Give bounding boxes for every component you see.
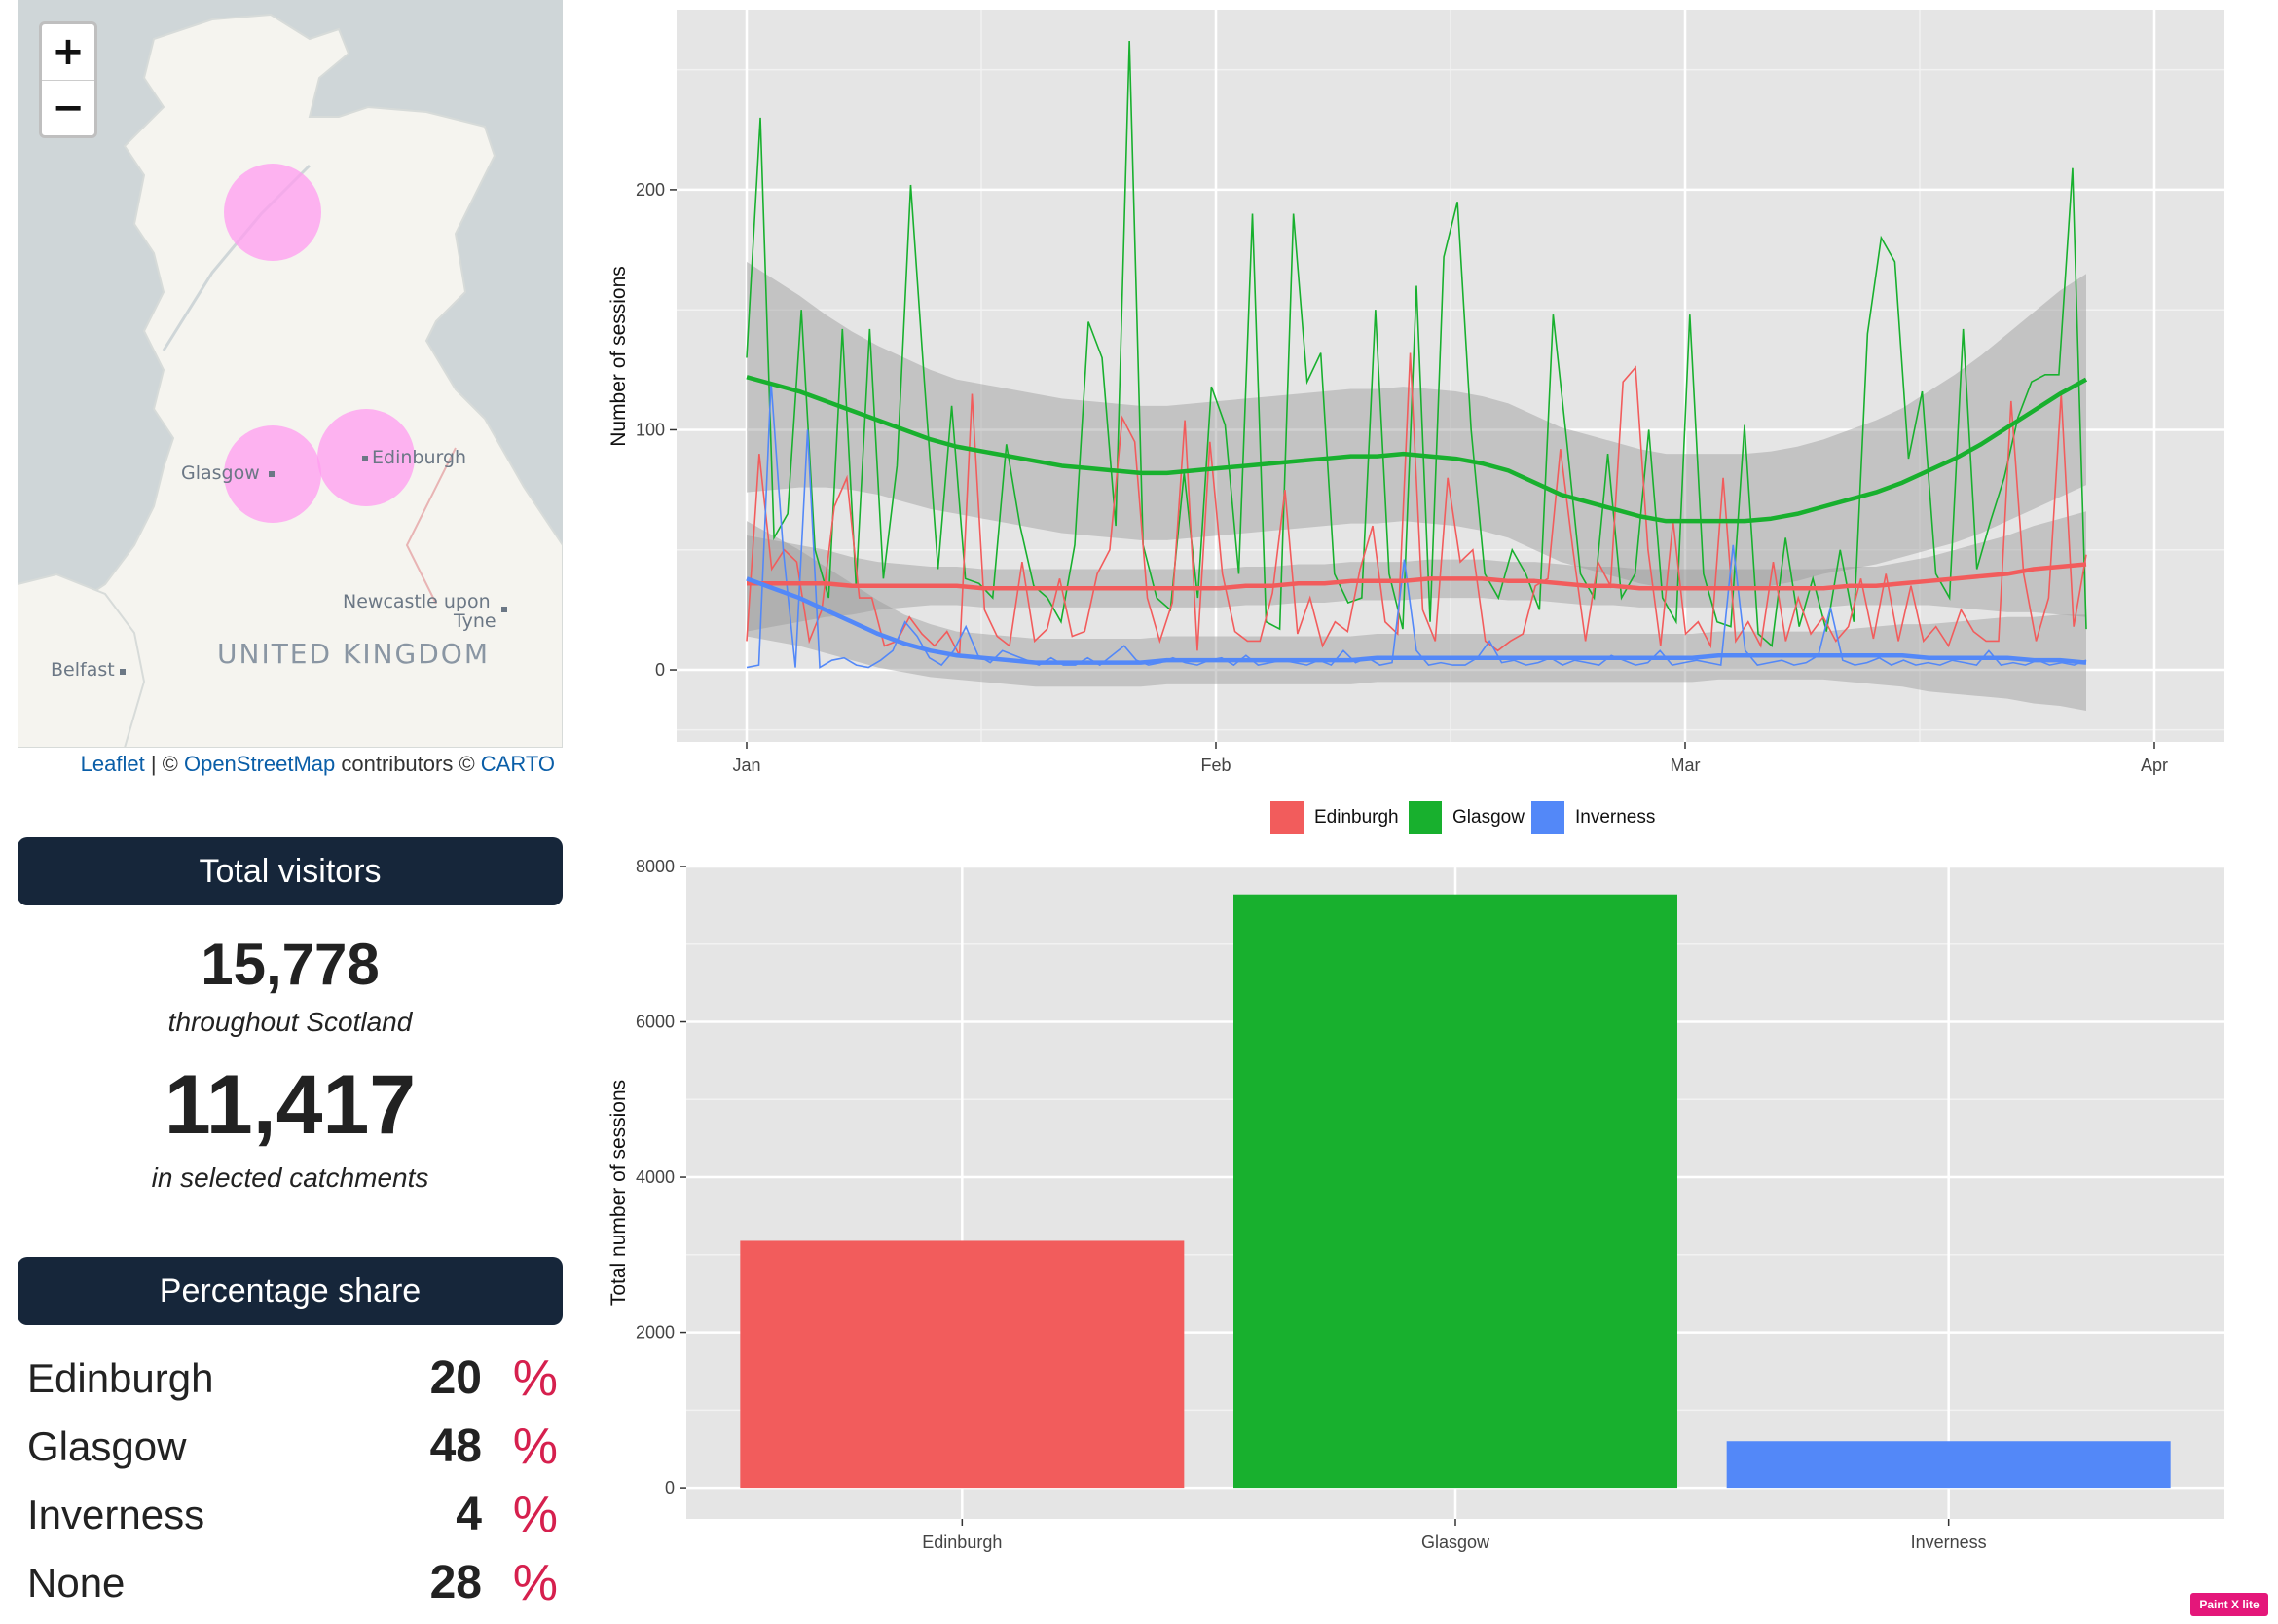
- legend-key: [1270, 801, 1304, 834]
- percent-symbol: %: [512, 1419, 558, 1475]
- share-value: 48: [429, 1421, 482, 1472]
- osm-link[interactable]: OpenStreetMap: [183, 752, 336, 776]
- x-tick-label: Apr: [2141, 756, 2168, 775]
- trend-line-glasgow: [746, 375, 2088, 524]
- x-tick-label: Jan: [732, 756, 760, 775]
- y-tick-label: 200: [636, 180, 665, 200]
- share-row-glasgow: Glasgow 48 %: [27, 1416, 558, 1478]
- percentage-share-header: Percentage share: [18, 1257, 563, 1325]
- x-tick-label: Mar: [1671, 756, 1701, 775]
- map-attribution: Leaflet | © OpenStreetMap contributors ©…: [18, 748, 563, 783]
- border-line: [405, 447, 457, 605]
- total-visitors-header: Total visitors: [18, 837, 563, 905]
- zoom-control: + −: [39, 21, 97, 138]
- land-shape: [18, 13, 563, 748]
- x-tick-label: Feb: [1200, 756, 1231, 775]
- percent-symbol: %: [512, 1350, 558, 1407]
- y-tick-label: 2000: [636, 1323, 675, 1343]
- percent-symbol: %: [512, 1555, 558, 1611]
- catchment-circle-inverness: [224, 164, 321, 261]
- map-label-newcastle-2: Tyne: [454, 610, 496, 632]
- series-line-edinburgh: [746, 352, 2087, 659]
- series-line-inverness: [746, 382, 2087, 669]
- x-tick-label: Edinburgh: [922, 1532, 1002, 1552]
- share-name: Edinburgh: [27, 1355, 214, 1401]
- confidence-band-glasgow: [747, 261, 2086, 589]
- confidence-band-edinburgh: [747, 511, 2086, 632]
- share-name: Glasgow: [27, 1423, 187, 1469]
- legend-label: Glasgow: [1452, 807, 1525, 828]
- edinburgh-marker: [362, 456, 368, 461]
- zoom-out-button[interactable]: −: [42, 80, 94, 136]
- map-label-edinburgh: Edinburgh: [372, 447, 467, 468]
- belfast-marker: [120, 669, 126, 675]
- scotland-total-caption: throughout Scotland: [167, 1007, 413, 1037]
- ireland-shape: [18, 572, 146, 748]
- newcastle-marker: [501, 607, 507, 612]
- share-value: 20: [429, 1352, 482, 1404]
- y-tick-label: 0: [665, 1478, 675, 1497]
- share-row-inverness: Inverness 4 %: [27, 1484, 558, 1546]
- share-row-edinburgh: Edinburgh 20 %: [27, 1347, 558, 1410]
- sessions-bar-chart: 0 2000 4000 6000 8000 Edinburgh Glasgow Inverne…: [607, 857, 2224, 1552]
- legend-key: [1531, 801, 1564, 834]
- map-label-belfast: Belfast: [51, 659, 115, 681]
- legend-label: Inverness: [1575, 807, 1656, 828]
- glasgow-marker: [269, 471, 275, 477]
- bar-glasgow: [1233, 894, 1677, 1489]
- trend-line-edinburgh: [747, 562, 2087, 591]
- catchment-total-caption: in selected catchments: [151, 1163, 429, 1193]
- bar-inverness: [1726, 1441, 2171, 1489]
- share-value: 4: [456, 1489, 482, 1540]
- y-axis-title: Number of sessions: [607, 266, 630, 447]
- y-axis-title: Total number of sessions: [607, 1080, 630, 1306]
- percent-symbol: %: [512, 1487, 558, 1543]
- sessions-line-chart: Jan Feb Mar Apr 0 100 200 Number of sessions: [607, 10, 2224, 775]
- attribution-sep: | ©: [144, 752, 184, 776]
- map-basemap: [18, 13, 563, 748]
- carto-link[interactable]: CARTO: [480, 752, 555, 776]
- catchment-total-value: 11,417: [164, 1058, 417, 1152]
- share-value: 28: [429, 1557, 482, 1608]
- x-tick-label: Inverness: [1911, 1532, 1987, 1552]
- app-badge: Paint X lite: [2190, 1593, 2268, 1616]
- bar-edinburgh: [740, 1240, 1185, 1489]
- y-tick-label: 8000: [636, 857, 675, 876]
- leaflet-link[interactable]: Leaflet: [80, 752, 145, 776]
- map[interactable]: + − Glasgow Edinburgh Newcastle upon Tyn…: [18, 0, 563, 748]
- legend-key: [1409, 801, 1442, 834]
- y-tick-label: 4000: [636, 1167, 675, 1187]
- share-name: Inverness: [27, 1492, 205, 1537]
- attribution-middle: contributors ©: [335, 752, 481, 776]
- map-label-country: UNITED KINGDOM: [217, 638, 490, 670]
- legend-label: Edinburgh: [1314, 807, 1399, 828]
- y-tick-label: 0: [655, 660, 665, 680]
- y-tick-label: 100: [636, 420, 665, 439]
- scotland-total-value: 15,778: [201, 932, 380, 997]
- trend-line-inverness: [746, 576, 2087, 665]
- map-label-glasgow: Glasgow: [181, 462, 260, 484]
- share-row-none: None 28 %: [27, 1552, 558, 1614]
- y-tick-label: 6000: [636, 1013, 675, 1032]
- series-line-glasgow: [746, 41, 2087, 647]
- share-name: None: [27, 1560, 126, 1606]
- map-label-newcastle-1: Newcastle upon: [343, 591, 491, 612]
- x-tick-label: Glasgow: [1421, 1532, 1490, 1552]
- zoom-in-button[interactable]: +: [52, 29, 85, 74]
